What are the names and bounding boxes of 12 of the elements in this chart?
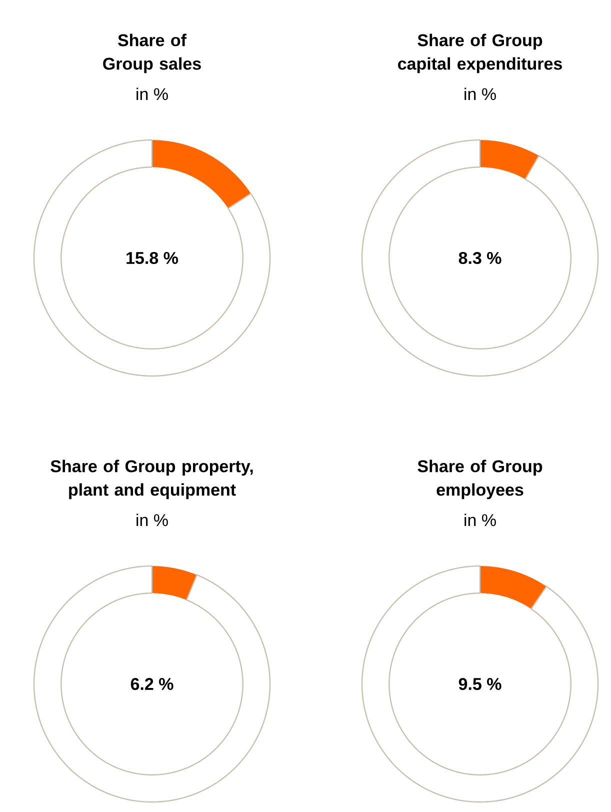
chart-subtitle: in % bbox=[464, 514, 496, 526]
chart-subtitle: in % bbox=[136, 514, 168, 526]
chart-subtitle: in % bbox=[136, 88, 168, 100]
chart-subtitle: in % bbox=[464, 88, 496, 100]
text: 9.5 % bbox=[458, 678, 502, 690]
chart-title: Share of Group sales bbox=[103, 34, 201, 74]
text: 8.3 % bbox=[458, 252, 502, 264]
text: 15.8 % bbox=[126, 252, 178, 264]
chart-title: Share of Group employees bbox=[418, 460, 542, 500]
chart-title: Share of Group capital expenditures bbox=[398, 34, 562, 74]
chart-title: Share of Group property, plant and equipment bbox=[50, 460, 253, 500]
text: 6.2 % bbox=[130, 678, 174, 690]
